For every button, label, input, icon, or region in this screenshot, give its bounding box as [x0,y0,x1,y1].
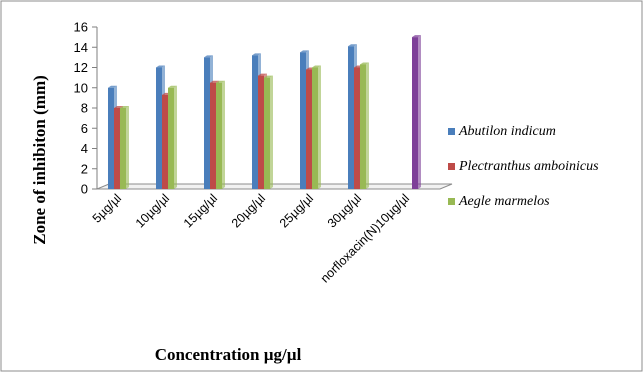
legend-entry: Abutilon indicum [448,124,556,139]
y-tick-label: 8 [81,101,88,116]
y-tick-label: 0 [81,182,88,197]
legend-swatch [448,128,455,135]
bar [168,85,177,189]
y-tick-label: 12 [74,60,88,75]
legend-label: Aegle marmelos [458,194,550,209]
y-tick-label: 4 [81,141,88,156]
x-tick-label: 10µg/µl [133,191,172,230]
y-axis-title: Zone of inhibiton (mm) [30,75,49,245]
legend-entry: Aegle marmelos [448,194,550,209]
y-tick-label: 2 [81,161,88,176]
x-axis-title: Concentration µg/µl [155,345,302,364]
x-tick-label: norfloxacin(N)10µg/µl [318,191,412,285]
legend-swatch [448,198,455,205]
x-tick-label: 20µg/µl [229,191,268,230]
legend-label: Plectranthus amboinicus [458,159,599,174]
plot-floor [96,183,453,190]
x-tick-label: 5µg/µl [90,191,124,225]
y-tick-label: 10 [74,80,88,95]
legend-entry: Plectranthus amboinicus [448,159,599,174]
legend-label: Abutilon indicum [458,124,556,139]
bar [312,65,321,189]
y-tick-label: 14 [74,40,88,55]
legend-swatch [448,163,455,170]
y-tick-label: 16 [74,20,88,35]
bar [216,80,225,189]
x-tick-label: 30µg/µl [325,191,364,230]
bar [360,62,369,189]
bar [264,75,273,189]
y-tick-label: 6 [81,121,88,136]
x-tick-label: 15µg/µl [181,191,220,230]
bar [412,35,421,189]
x-tick-label: 25µg/µl [277,191,316,230]
bar [120,106,129,189]
